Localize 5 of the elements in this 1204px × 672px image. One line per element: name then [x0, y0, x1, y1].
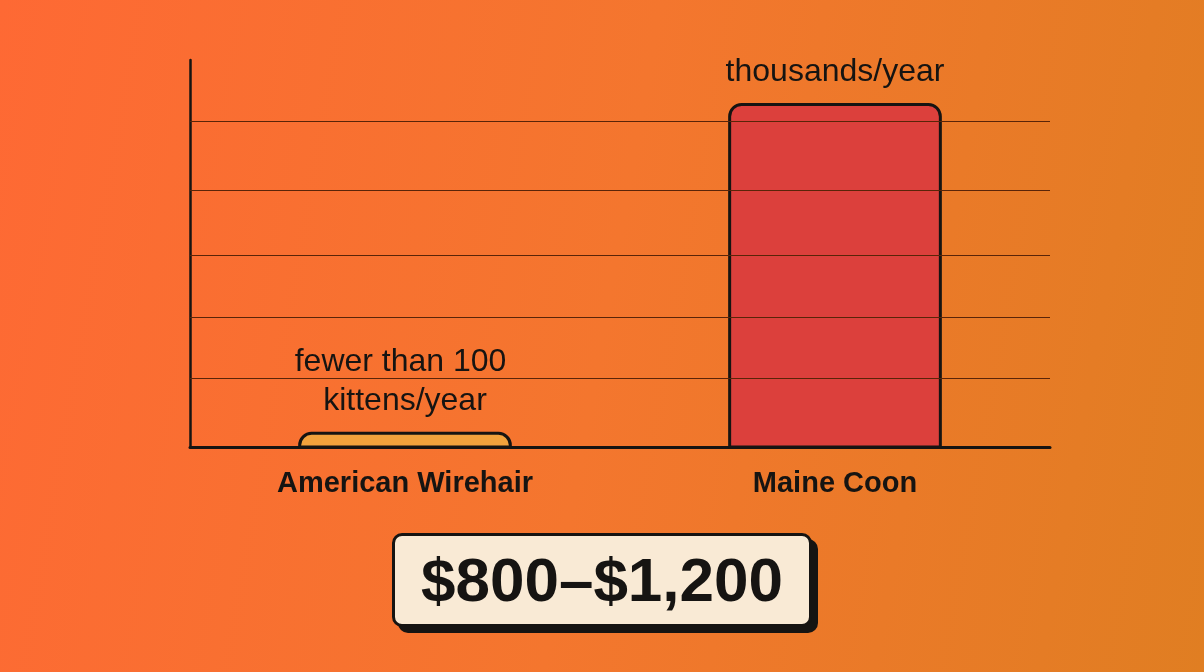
x-tick-label: American Wirehair [276, 465, 534, 498]
x-tick-label: Maine Coon [752, 465, 918, 498]
text: $800–$1,200 [391, 533, 813, 627]
annotation: thousands/year [725, 52, 945, 89]
annotation: fewer than 100 kittens/year [294, 341, 516, 417]
